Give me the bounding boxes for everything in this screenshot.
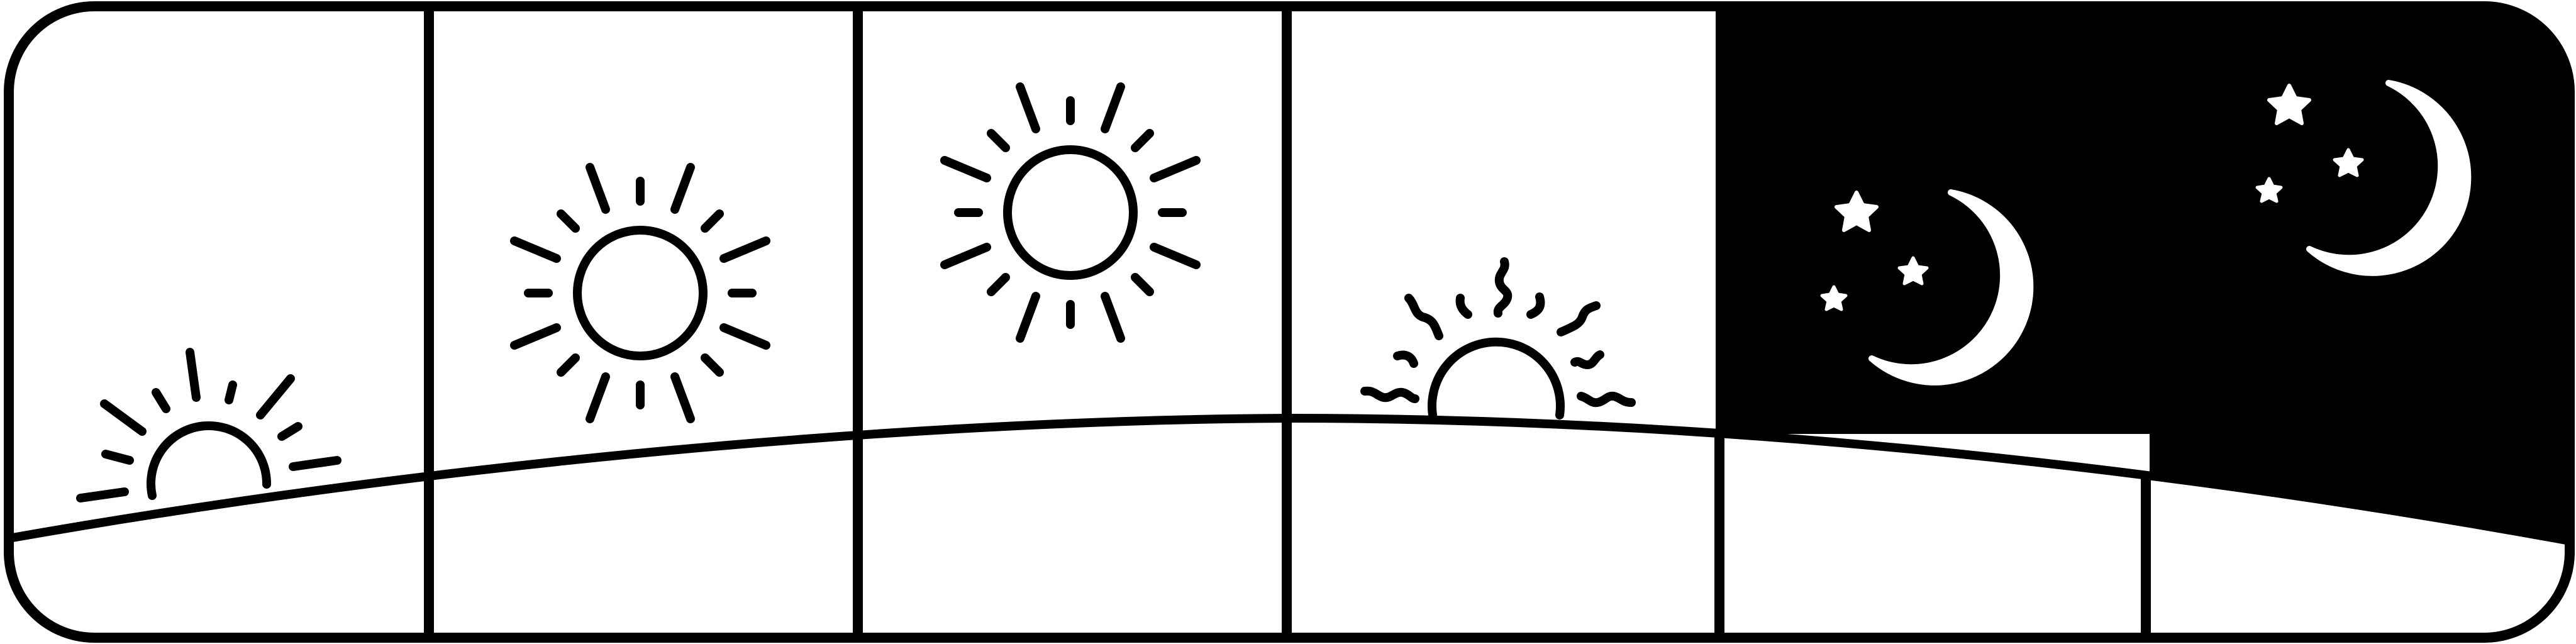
star-icon <box>2255 177 2283 203</box>
star-icon <box>1897 256 1929 286</box>
star-icon <box>1835 191 1879 232</box>
banner-frame <box>3 1 2575 643</box>
star-icon <box>2333 148 2364 177</box>
sunset-icon <box>1360 257 1636 419</box>
sun-icon <box>510 163 770 423</box>
star-icon <box>1820 285 1848 311</box>
sunrise-icon <box>76 348 341 502</box>
crescent-moon-icon <box>2306 80 2472 276</box>
crescent-moon-icon <box>1868 189 2034 386</box>
sun-icon <box>940 82 1201 343</box>
star-icon <box>2267 84 2311 125</box>
